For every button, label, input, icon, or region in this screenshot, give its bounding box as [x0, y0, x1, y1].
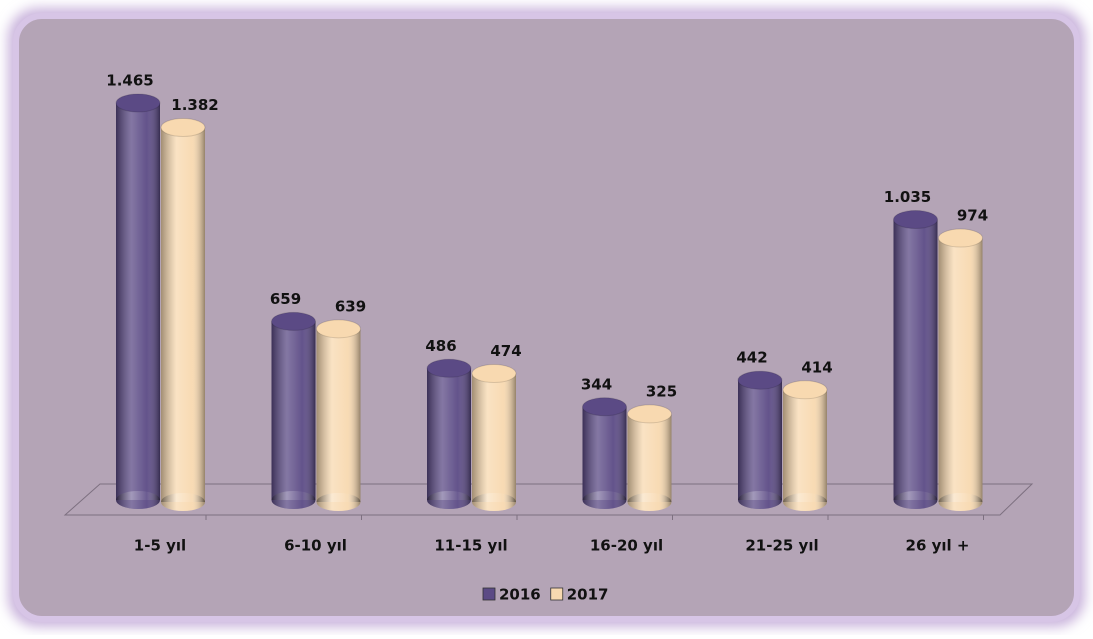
- bar-shade: [472, 373, 516, 502]
- cylinder-top: [938, 228, 983, 248]
- cylinder-top: [160, 117, 206, 137]
- x-tick-label: 16-20 yıl: [590, 537, 663, 555]
- bar-shade: [938, 238, 983, 502]
- cylinder-top: [893, 210, 938, 230]
- cylinder-bottom-shade: [116, 491, 160, 509]
- legend-label: 2017: [567, 586, 609, 604]
- cylinder-bottom-shade: [472, 493, 516, 511]
- value-label: 344: [581, 375, 612, 393]
- bar-shade: [582, 406, 627, 500]
- cylinder-top: [627, 404, 672, 424]
- bar-shade: [783, 389, 827, 502]
- value-label: 1.035: [884, 188, 931, 206]
- value-label: 639: [335, 297, 366, 315]
- cylinder-top: [471, 364, 517, 384]
- cylinder-top: [782, 380, 828, 400]
- bar-shade: [271, 321, 316, 500]
- x-tick-label: 26 yıl +: [906, 537, 970, 555]
- cylinder-bottom-shade: [271, 491, 316, 509]
- bar-shade: [427, 368, 471, 500]
- cylinder-top: [426, 358, 472, 378]
- cylinder-bottom-shade: [893, 491, 938, 509]
- value-label: 325: [646, 382, 677, 400]
- cylinder-bottom-shade: [627, 493, 672, 511]
- cylinder-top: [582, 397, 627, 417]
- bar-shade: [627, 413, 672, 502]
- value-label: 974: [957, 207, 988, 225]
- cylinder-bottom-shade: [161, 493, 205, 511]
- cylinder-top: [271, 311, 316, 331]
- x-tick-label: 6-10 yıl: [284, 537, 347, 555]
- x-tick-label: 11-15 yıl: [434, 537, 507, 555]
- value-label: 474: [490, 342, 521, 360]
- legend-swatch: [482, 587, 496, 601]
- value-label: 1.382: [171, 96, 218, 114]
- bar-shade: [738, 380, 782, 500]
- value-label: 442: [736, 349, 767, 367]
- legend-swatch: [550, 587, 564, 601]
- floor: [63, 483, 1034, 516]
- value-label: 659: [270, 290, 301, 308]
- x-tick-label: 21-25 yıl: [745, 537, 818, 555]
- bar-shade: [161, 127, 205, 502]
- cylinder-top: [316, 319, 361, 339]
- cylinder-bottom-shade: [738, 491, 782, 509]
- value-label: 486: [425, 337, 456, 355]
- cylinder-top: [737, 370, 783, 390]
- cylinder-bottom-shade: [938, 493, 983, 511]
- bar-shade: [893, 219, 938, 500]
- value-label: 414: [801, 358, 832, 376]
- cylinder-top: [115, 93, 161, 113]
- cylinder-bottom-shade: [783, 493, 827, 511]
- legend-label: 2016: [499, 586, 541, 604]
- bar-shade: [316, 328, 361, 502]
- x-tick-label: 1-5 yıl: [134, 537, 186, 555]
- cylinder-bottom-shade: [427, 491, 471, 509]
- cylinder-bottom-shade: [582, 491, 627, 509]
- value-label: 1.465: [106, 72, 153, 90]
- cylinder-bottom-shade: [316, 493, 361, 511]
- bar-shade: [116, 103, 160, 500]
